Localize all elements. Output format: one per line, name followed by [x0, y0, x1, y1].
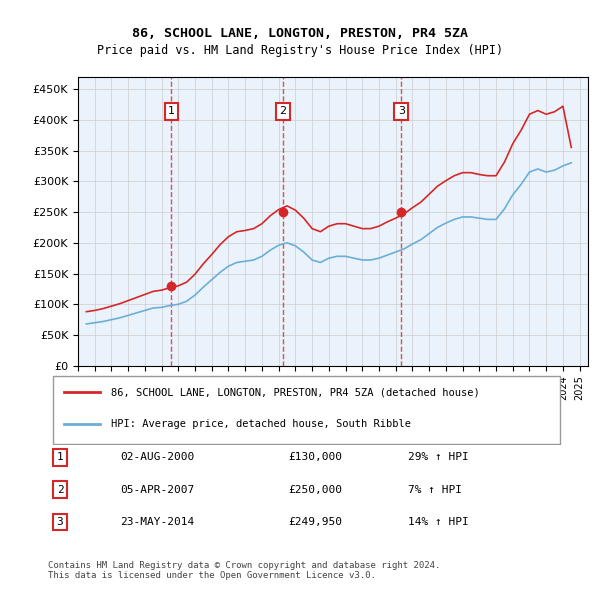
Text: 05-APR-2007: 05-APR-2007 [120, 485, 194, 494]
Text: £249,950: £249,950 [288, 517, 342, 527]
Text: 7% ↑ HPI: 7% ↑ HPI [408, 485, 462, 494]
Text: 2: 2 [56, 485, 64, 494]
Text: 86, SCHOOL LANE, LONGTON, PRESTON, PR4 5ZA: 86, SCHOOL LANE, LONGTON, PRESTON, PR4 5… [132, 27, 468, 40]
Text: 86, SCHOOL LANE, LONGTON, PRESTON, PR4 5ZA (detached house): 86, SCHOOL LANE, LONGTON, PRESTON, PR4 5… [110, 388, 479, 397]
Text: Price paid vs. HM Land Registry's House Price Index (HPI): Price paid vs. HM Land Registry's House … [97, 44, 503, 57]
Text: 29% ↑ HPI: 29% ↑ HPI [408, 453, 469, 462]
Text: HPI: Average price, detached house, South Ribble: HPI: Average price, detached house, Sout… [110, 419, 410, 429]
FancyBboxPatch shape [53, 376, 560, 444]
Text: 23-MAY-2014: 23-MAY-2014 [120, 517, 194, 527]
Text: 1: 1 [168, 106, 175, 116]
Text: 14% ↑ HPI: 14% ↑ HPI [408, 517, 469, 527]
Text: £130,000: £130,000 [288, 453, 342, 462]
Text: 2: 2 [279, 106, 286, 116]
Text: 1: 1 [56, 453, 64, 462]
Text: 02-AUG-2000: 02-AUG-2000 [120, 453, 194, 462]
Text: £250,000: £250,000 [288, 485, 342, 494]
Text: 3: 3 [56, 517, 64, 527]
Text: 3: 3 [398, 106, 405, 116]
Text: Contains HM Land Registry data © Crown copyright and database right 2024.
This d: Contains HM Land Registry data © Crown c… [48, 560, 440, 580]
